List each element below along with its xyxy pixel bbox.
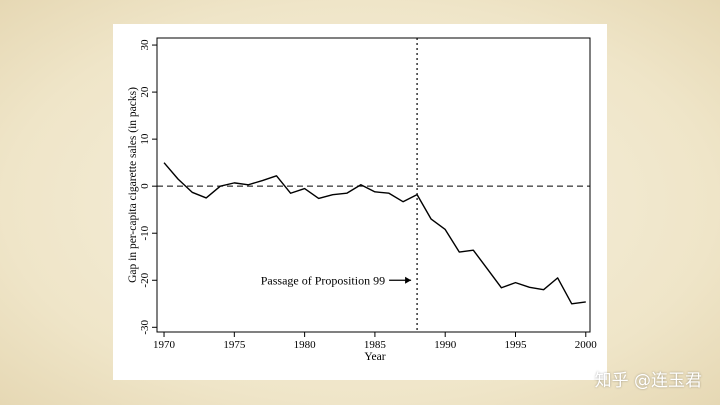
x-tick-label: 1970 [153, 339, 176, 351]
x-tick-label: 1980 [294, 339, 317, 351]
y-tick-label: 30 [139, 39, 151, 51]
x-tick-label: 2000 [575, 339, 598, 351]
y-tick-label: -10 [139, 225, 151, 240]
annotation: Passage of Proposition 99 [261, 273, 412, 287]
x-tick-label: 1985 [364, 339, 387, 351]
y-tick-label: -20 [139, 272, 151, 287]
plot-frame [156, 37, 591, 333]
series-group [163, 162, 586, 305]
chart-card: 1970 1975 1980 1985 1990 1995 2000 30 20 10 0 -10 -… [113, 24, 607, 380]
y-axis: 30 20 10 0 -10 -20 -30 [139, 39, 157, 335]
watermark: 知乎 @连玉君 [594, 371, 702, 391]
x-tick-label: 1990 [434, 339, 457, 351]
y-tick-label: 20 [139, 86, 151, 98]
x-axis-title: Year [364, 351, 385, 363]
annotation-label: Passage of Proposition 99 [261, 273, 385, 287]
annotation-arrowhead [405, 276, 412, 284]
x-tick-label: 1975 [223, 339, 246, 351]
x-axis: 1970 1975 1980 1985 1990 1995 2000 [153, 332, 597, 351]
chart: 1970 1975 1980 1985 1990 1995 2000 30 20 10 0 -10 -… [127, 37, 597, 363]
y-axis-title: Gap in per-capita cigarette sales (in pa… [127, 87, 139, 283]
reference-lines [157, 38, 590, 332]
gap-series-line [163, 162, 586, 305]
y-tick-label: -30 [139, 319, 151, 334]
y-tick-label: 0 [139, 183, 151, 189]
y-tick-label: 10 [139, 133, 151, 145]
x-tick-label: 1995 [504, 339, 526, 351]
